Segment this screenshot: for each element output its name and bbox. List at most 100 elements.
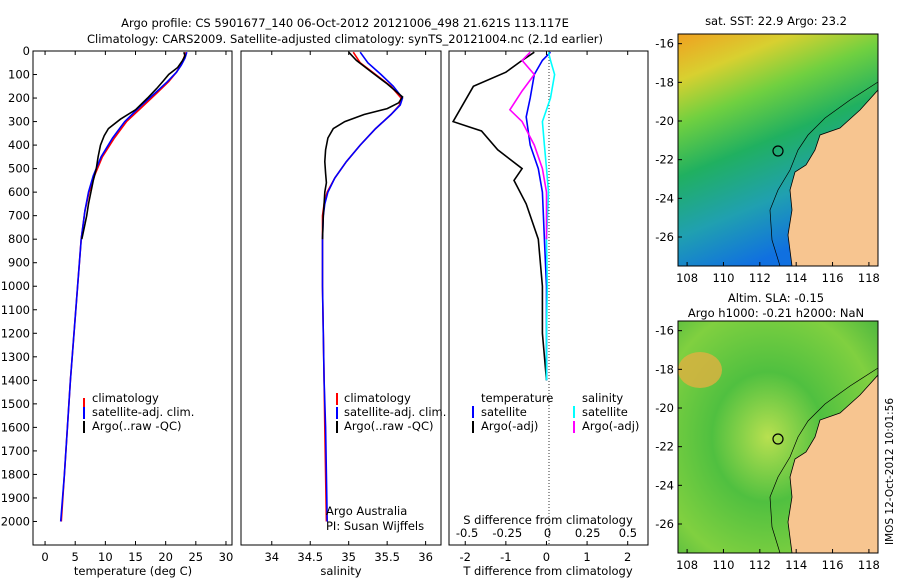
y-tick-label: 1900 (1, 491, 30, 505)
sst-map-frame (677, 33, 879, 267)
x-top-tick-label: 0 (544, 526, 551, 540)
x-tick-label: 25 (188, 550, 203, 564)
legend-t-satellite: satellite (481, 405, 527, 419)
legend-s-argo: Argo(-adj) (582, 419, 639, 433)
series-line-satelliteadjclim (321, 51, 404, 522)
difference-legend: temperature satellite Argo(-adj) salinit… (472, 391, 639, 433)
map-y-tick-label: -22 (655, 153, 674, 167)
y-tick-label: 1700 (1, 444, 30, 458)
sla-title-1: Altim. SLA: -0.15 (728, 291, 824, 305)
y-tick-label: 1200 (1, 326, 30, 340)
y-tick-label: 400 (8, 138, 30, 152)
map-x-tick-label: 116 (822, 558, 844, 572)
series-line-climatology (321, 51, 402, 522)
x-tick-label: 36 (418, 550, 433, 564)
x-tick-label: 10 (98, 550, 113, 564)
title-line-1: Argo profile: CS 5901677_140 06-Oct-2012… (121, 16, 569, 30)
land-mass (787, 89, 878, 266)
argo-location-marker-2 (772, 433, 784, 445)
y-tick-label: 1100 (1, 303, 30, 317)
difference-panel: -2 -1 0 1 2 -0.5 -0.25 0 0.25 0.5 S difference fr… (448, 50, 649, 578)
x-tick-label: 15 (128, 550, 143, 564)
sla-anomaly (678, 352, 722, 388)
y-tick-label: 200 (8, 91, 30, 105)
x-tick-label: -2 (460, 550, 471, 564)
s-difference-label: S difference from climatology (463, 513, 633, 527)
y-tick-label: 2000 (1, 514, 30, 528)
series-line-satellite (525, 51, 552, 381)
x-tick-label: 35 (341, 550, 356, 564)
map-y-tick-label: -20 (655, 401, 674, 415)
map-x-tick-label: 108 (676, 271, 698, 285)
t-difference-label: T difference from climatology (462, 564, 633, 578)
temperature-xlabel: temperature (deg C) (74, 564, 192, 578)
sla-map-frame (677, 320, 879, 554)
map-y-tick-label: -26 (655, 517, 674, 531)
x-tick-label: 0 (41, 550, 48, 564)
y-tick-label: 0 (23, 44, 30, 58)
x-top-tick-label: -0.25 (492, 526, 522, 540)
x-top-tick-label: 0.5 (619, 526, 637, 540)
legend-temperature-title: temperature (481, 391, 553, 405)
map-x-tick-label: 116 (822, 271, 844, 285)
series-line-satellite (541, 52, 556, 381)
title-line-2: Climatology: CARS2009. Satellite-adjuste… (87, 32, 603, 46)
map-x-tick-label: 114 (785, 271, 807, 285)
x-tick-label: 2 (624, 550, 631, 564)
legend-climatology: climatology (92, 391, 159, 405)
map-y-tick-label: -20 (655, 114, 674, 128)
map-y-tick-label: -16 (655, 324, 674, 338)
salinity-plot-frame (240, 50, 442, 546)
map-y-tick-label: -24 (655, 191, 674, 205)
x-tick-label: -1 (500, 550, 511, 564)
map-y-tick-label: -26 (655, 230, 674, 244)
map-x-tick-label: 110 (712, 271, 734, 285)
legend-s-satellite: satellite (582, 405, 628, 419)
map-x-tick-label: 108 (676, 558, 698, 572)
series-line-satelliteadjclim (59, 51, 188, 522)
y-tick-label: 300 (8, 115, 30, 129)
annotation-argo-australia: Argo Australia (326, 504, 407, 518)
map-x-tick-label: 112 (749, 271, 771, 285)
legend-t-argo: Argo(-adj) (481, 419, 538, 433)
temperature-legend: climatology satellite-adj. clim. Argo(..… (83, 391, 194, 433)
legend-argo-2: Argo(..raw -QC) (344, 419, 434, 433)
y-tick-label: 1600 (1, 420, 30, 434)
sla-title-2: Argo h1000: -0.21 h2000: NaN (688, 306, 864, 320)
land-mass-2 (787, 374, 878, 553)
difference-plot-frame (448, 50, 649, 546)
x-tick-label: 5 (72, 550, 79, 564)
map-y-tick-label: -24 (655, 478, 674, 492)
y-tick-label: 1800 (1, 467, 30, 481)
legend-satellite-adj: satellite-adj. clim. (92, 405, 194, 419)
bathymetry-contour-2 (769, 367, 878, 553)
map-y-tick-label: -22 (655, 440, 674, 454)
series-line-argoadj (451, 51, 548, 381)
legend-climatology-2: climatology (344, 391, 411, 405)
x-tick-label: 1 (583, 550, 590, 564)
imos-timestamp: IMOS 12-Oct-2012 10:01:56 (884, 398, 896, 545)
legend-satellite-adj-2: satellite-adj. clim. (344, 405, 446, 419)
y-tick-label: 1000 (1, 279, 30, 293)
y-tick-label: 100 (8, 68, 30, 82)
x-tick-label: 20 (158, 550, 173, 564)
y-tick-label: 500 (8, 162, 30, 176)
sst-map-panel: sat. SST: 22.9 Argo: 23.2 (655, 14, 880, 285)
salinity-panel: 34 34.5 35 35.5 36 salinity climatology sate… (240, 50, 446, 578)
series-line-argorawqc (81, 51, 186, 240)
y-tick-label: 1500 (1, 397, 30, 411)
salinity-xlabel: salinity (320, 564, 361, 578)
x-tick-label: 34 (264, 550, 279, 564)
y-tick-label: 1300 (1, 350, 30, 364)
legend-salinity-title: salinity (582, 391, 623, 405)
x-tick-label: 0 (543, 550, 550, 564)
argo-location-marker (772, 145, 784, 157)
map-y-tick-label: -18 (655, 362, 674, 376)
sla-map-panel: Altim. SLA: -0.15 Argo h1000: -0.21 h200… (655, 291, 880, 572)
x-tick-label: 35.5 (374, 550, 400, 564)
x-top-tick-label: -0.5 (456, 526, 478, 540)
y-tick-label: 900 (8, 256, 30, 270)
map-x-tick-label: 114 (785, 558, 807, 572)
temperature-plot-frame (32, 50, 233, 546)
